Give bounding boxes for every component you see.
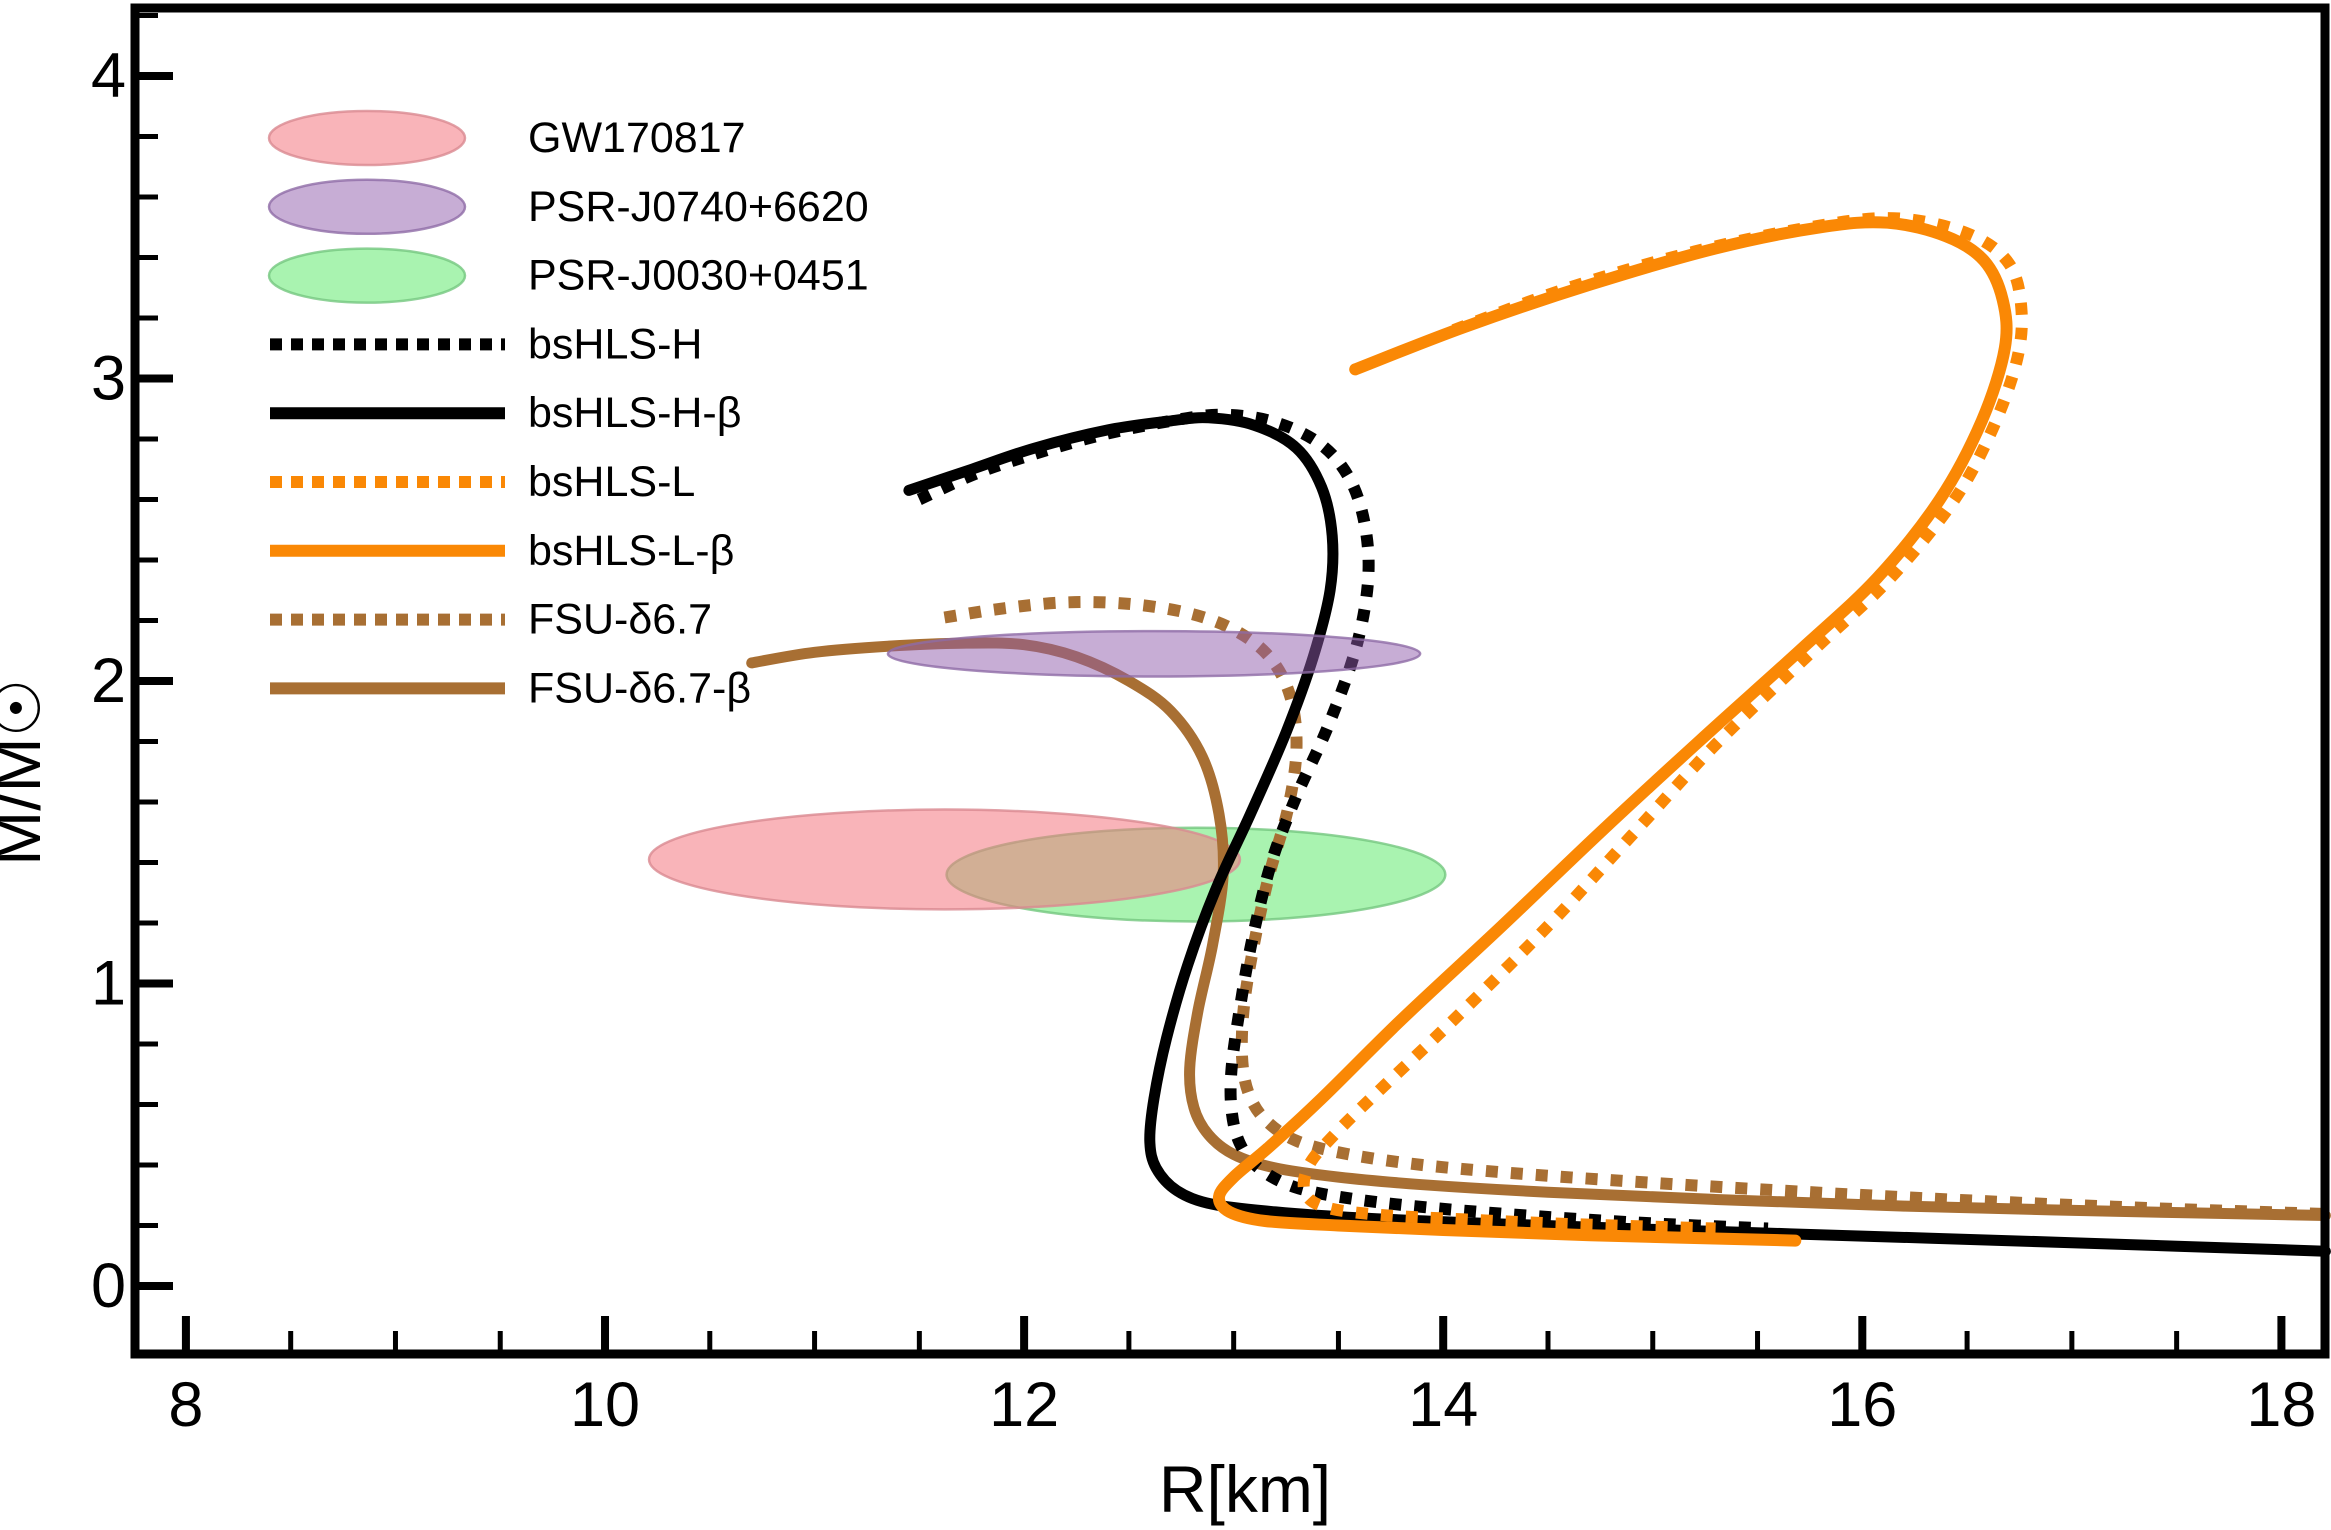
legend-item: PSR-J0740+6620 xyxy=(267,178,869,236)
curve-bsHLS-L-β xyxy=(1212,216,2013,1247)
curve-bsHLS-H xyxy=(916,408,1769,1235)
legend-item: bsHLS-L xyxy=(270,458,695,506)
legend-label: bsHLS-H xyxy=(528,320,702,368)
y-tick-label: 4 xyxy=(91,41,126,111)
legend-item: GW170817 xyxy=(267,109,746,167)
legend-item: bsHLS-H-β xyxy=(270,389,742,437)
y-tick-label: 1 xyxy=(91,948,126,1018)
curve-bsHLS-L xyxy=(1297,212,2028,1235)
x-axis-title: R[km] xyxy=(1159,1452,1331,1526)
y-tick-label: 0 xyxy=(91,1251,126,1321)
legend-label: PSR-J0030+0451 xyxy=(528,252,869,300)
y-axis-title: M/M☉ xyxy=(0,678,54,865)
y-tick-label: 2 xyxy=(91,646,126,716)
legend-item: bsHLS-L-β xyxy=(270,527,734,575)
legend-label: bsHLS-L xyxy=(528,458,695,506)
x-tick-label: 12 xyxy=(989,1370,1059,1440)
legend-label: bsHLS-H-β xyxy=(528,389,742,437)
legend-label: PSR-J0740+6620 xyxy=(528,183,869,231)
legend-label: GW170817 xyxy=(528,114,746,162)
x-tick-label: 18 xyxy=(2246,1370,2316,1440)
ellipse-GW170817 xyxy=(647,808,1242,911)
legend-item: PSR-J0030+0451 xyxy=(267,247,869,304)
legend-item: FSU-δ6.7-β xyxy=(270,664,751,712)
x-tick-label: 14 xyxy=(1408,1370,1478,1440)
curve-FSU-δ6.7 xyxy=(943,596,2326,1220)
x-tick-label: 16 xyxy=(1827,1370,1897,1440)
legend-label: FSU-δ6.7-β xyxy=(528,664,751,712)
legend-ellipse-swatch xyxy=(267,109,467,167)
y-tick-label: 3 xyxy=(91,344,126,414)
legend-label: bsHLS-L-β xyxy=(528,527,734,575)
legend-item: bsHLS-H xyxy=(270,320,702,368)
legend-ellipse-swatch xyxy=(267,178,467,236)
ellipse-PSR-J0740+6620 xyxy=(886,629,1422,678)
x-tick-label: 10 xyxy=(570,1370,640,1440)
legend-label: FSU-δ6.7 xyxy=(528,596,712,644)
legend-ellipse-swatch xyxy=(267,247,467,304)
x-tick-label: 8 xyxy=(168,1370,203,1440)
legend-item: FSU-δ6.7 xyxy=(270,596,712,644)
